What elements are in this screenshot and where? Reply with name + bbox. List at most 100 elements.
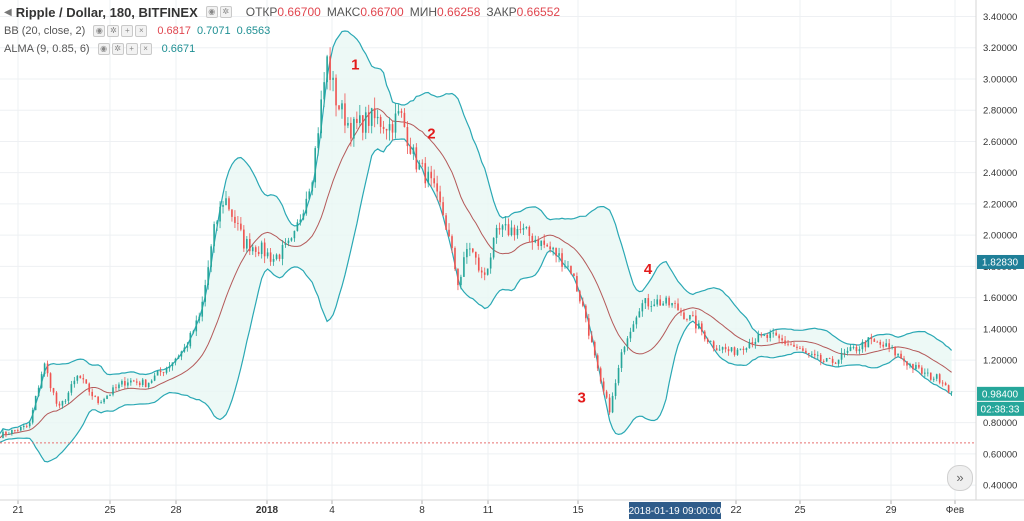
candle <box>58 401 61 409</box>
candle <box>451 234 453 254</box>
visibility-eye-icon[interactable]: ◉ <box>97 43 110 55</box>
visibility-eye-icon[interactable]: ◉ <box>205 6 218 18</box>
candle <box>537 236 540 250</box>
candle <box>718 344 721 351</box>
candle <box>582 297 584 308</box>
candle <box>692 311 694 317</box>
bollinger-lower-band <box>0 138 952 463</box>
candle <box>240 217 242 232</box>
candle <box>403 108 406 128</box>
candle <box>231 209 233 222</box>
candle <box>367 104 370 134</box>
last-price-text: 0.98400 <box>982 389 1019 400</box>
candle <box>460 274 462 290</box>
candle <box>17 428 19 433</box>
settings-gear-icon[interactable]: ✲ <box>107 25 120 37</box>
candle <box>489 253 492 274</box>
price-tick-label: 0.40000 <box>983 481 1017 492</box>
candle <box>644 298 647 310</box>
candle <box>359 104 361 127</box>
candle <box>846 347 849 356</box>
time-tick-label: 8 <box>419 505 425 516</box>
candle <box>695 310 697 334</box>
visibility-eye-icon[interactable]: ◉ <box>93 25 106 37</box>
candle <box>715 345 718 351</box>
candle <box>469 242 471 257</box>
settings-gear-icon[interactable]: ✲ <box>219 6 232 18</box>
candle <box>150 379 153 384</box>
chart-grid <box>0 0 976 500</box>
candle <box>802 345 804 352</box>
candle <box>903 355 905 366</box>
candle <box>171 362 174 371</box>
time-axis[interactable]: 21 25 28 2018 4 8 11 15 22 25 29 Фев <box>12 505 964 516</box>
crosshair-date-label: 2018-01-19 09:00:00 <box>629 502 722 519</box>
candle <box>335 74 337 117</box>
candle <box>109 394 111 397</box>
candle <box>941 380 944 387</box>
candle <box>22 423 25 430</box>
candle <box>180 350 183 361</box>
candle <box>784 336 786 346</box>
candle <box>141 377 144 388</box>
plus-icon[interactable]: + <box>121 25 134 37</box>
candle <box>213 221 215 253</box>
candle <box>311 180 314 196</box>
candle <box>828 357 831 359</box>
candle <box>121 379 123 387</box>
bollinger-controls: ◉ ✲ + × <box>93 25 149 37</box>
candle <box>329 47 331 91</box>
candle <box>106 394 108 400</box>
time-tick-label: 22 <box>730 505 742 516</box>
candle <box>421 159 424 168</box>
candle <box>638 308 641 318</box>
candle <box>605 389 608 399</box>
candle <box>849 343 852 352</box>
candle <box>115 384 117 392</box>
candle <box>608 393 611 415</box>
candle <box>534 235 537 244</box>
time-tick-label: 15 <box>572 505 584 516</box>
candle <box>870 333 873 345</box>
candle <box>492 237 495 260</box>
candle <box>40 371 43 389</box>
candle <box>361 114 364 141</box>
candle <box>228 196 230 212</box>
candle <box>825 357 828 362</box>
candle <box>219 201 221 229</box>
candle <box>552 246 554 256</box>
candle <box>350 117 352 147</box>
candle <box>900 350 902 359</box>
candle <box>772 328 774 338</box>
candle <box>61 400 64 409</box>
open-label: ОТКР <box>245 5 278 19</box>
symbol-legend-row: ◀ Ripple / Dollar, 180, BITFINEX ◉ ✲ ОТК… <box>4 3 560 21</box>
candle <box>49 372 52 392</box>
close-icon[interactable]: × <box>139 43 152 55</box>
candle <box>46 360 49 377</box>
close-icon[interactable]: × <box>135 25 148 37</box>
candle <box>376 109 379 125</box>
candle <box>320 90 322 139</box>
candle <box>308 188 311 200</box>
candle <box>168 362 171 372</box>
settings-gear-icon[interactable]: ✲ <box>111 43 124 55</box>
candle <box>118 382 120 391</box>
scroll-to-realtime-button[interactable]: » <box>947 465 973 491</box>
plus-icon[interactable]: + <box>125 43 138 55</box>
candle <box>501 224 504 238</box>
candle <box>686 318 688 322</box>
candle <box>781 334 783 345</box>
candle <box>855 344 858 354</box>
candle <box>52 387 55 396</box>
candle <box>427 166 430 188</box>
collapse-legend-icon[interactable]: ◀ <box>4 6 12 18</box>
price-axis-background <box>976 0 1024 500</box>
candle <box>222 201 224 214</box>
candle <box>683 308 685 320</box>
candle <box>510 220 513 237</box>
candle <box>912 363 914 374</box>
candle <box>326 54 328 90</box>
candle <box>70 380 73 396</box>
